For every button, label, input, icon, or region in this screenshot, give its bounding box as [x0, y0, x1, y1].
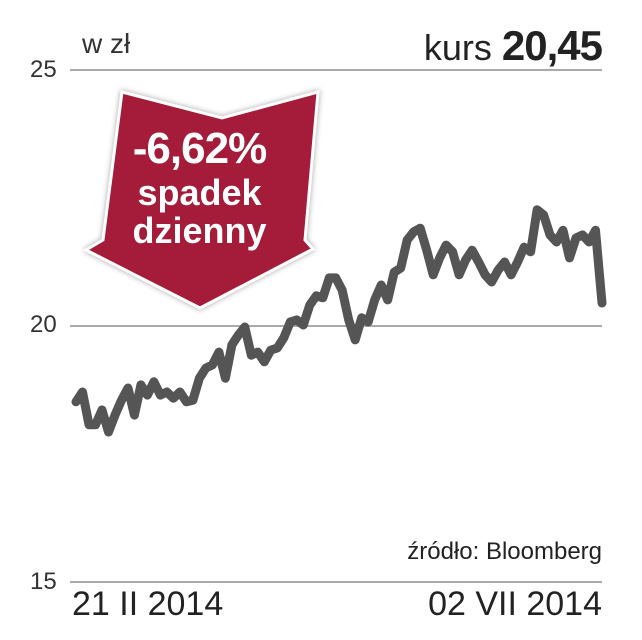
- daily-drop-badge: -6,62% spadek dzienny: [85, 92, 320, 250]
- y-tick-20: 20: [30, 311, 57, 338]
- x-tick-end: 02 VII 2014: [428, 585, 602, 623]
- y-tick-15: 15: [30, 568, 57, 595]
- x-tick-start: 21 II 2014: [72, 585, 224, 623]
- unit-label: w zł: [82, 28, 131, 59]
- kurs-value: 20,45: [501, 22, 603, 69]
- current-price: kurs 20,45: [423, 22, 603, 70]
- badge-line1: spadek: [137, 172, 262, 213]
- kurs-label: kurs: [423, 27, 492, 68]
- badge-percent: -6,62%: [132, 124, 267, 173]
- source-note: źródło: Bloomberg: [407, 538, 602, 565]
- badge-line2: dzienny: [132, 210, 267, 251]
- down-arrow-badge: [82, 89, 320, 310]
- y-tick-25: 25: [30, 56, 57, 83]
- price-line: [71, 205, 607, 437]
